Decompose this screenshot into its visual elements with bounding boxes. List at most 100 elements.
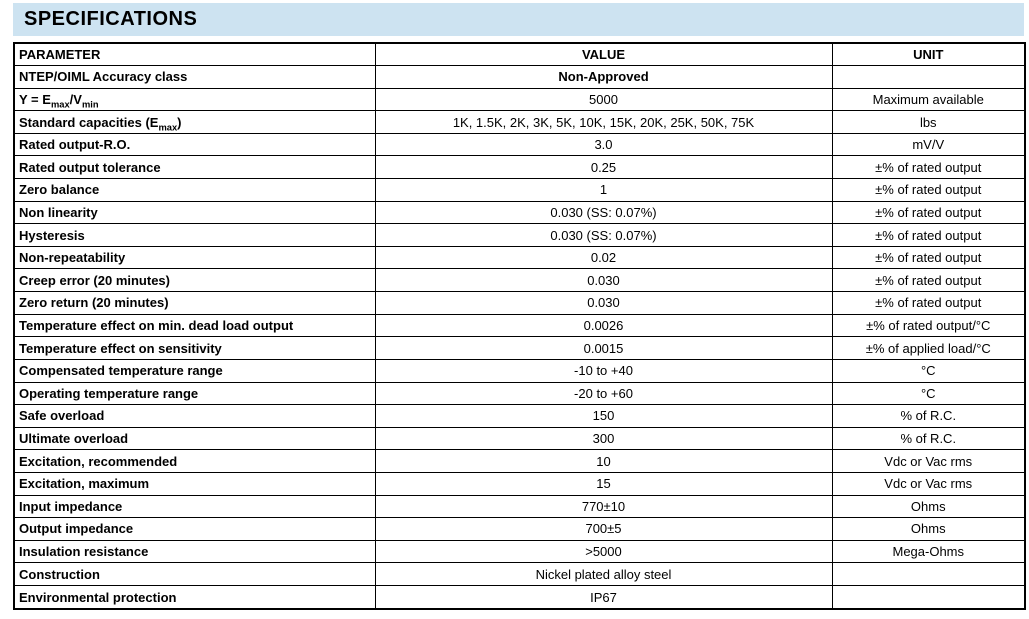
unit-cell: ±% of rated output/°C (831, 313, 1026, 338)
table-row: Temperature effect on min. dead load out… (13, 313, 1026, 338)
table-row: Construction Nickel plated alloy steel (13, 562, 1026, 587)
unit-cell: Maximum available (831, 87, 1026, 112)
parameter-cell: Construction (13, 562, 376, 587)
parameter-cell: Environmental protection (13, 585, 376, 610)
table-row: Rated output tolerance 0.25 ±% of rated … (13, 155, 1026, 180)
parameter-cell: Input impedance (13, 494, 376, 519)
parameter-cell: Excitation, maximum (13, 471, 376, 496)
value-cell: 770±10 (374, 494, 833, 519)
unit-cell: °C (831, 381, 1026, 406)
value-cell: 0.030 (SS: 0.07%) (374, 223, 833, 247)
value-cell: 0.030 (374, 291, 833, 315)
parameter-cell: Temperature effect on sensitivity (13, 336, 376, 360)
unit-cell: ±% of rated output (831, 155, 1026, 180)
table-row: Excitation, recommended 10 Vdc or Vac rm… (13, 449, 1026, 473)
unit-cell: ±% of rated output (831, 245, 1026, 270)
table-row: Rated output-R.O. 3.0 mV/V (13, 132, 1026, 157)
unit-cell: ±% of rated output (831, 291, 1026, 315)
title-band: SPECIFICATIONS (13, 3, 1024, 36)
parameter-cell: Compensated temperature range (13, 358, 376, 383)
parameter-cell: Temperature effect on min. dead load out… (13, 313, 376, 338)
value-cell: >5000 (374, 539, 833, 564)
unit-cell: ±% of rated output (831, 178, 1026, 202)
table-row: Input impedance 770±10 Ohms (13, 494, 1026, 519)
unit-cell: Mega-Ohms (831, 539, 1026, 564)
value-cell: Non-Approved (374, 65, 833, 89)
table-row: Compensated temperature range -10 to +40… (13, 358, 1026, 383)
value-cell: -20 to +60 (374, 381, 833, 406)
parameter-cell: Rated output tolerance (13, 155, 376, 180)
unit-cell: Ohms (831, 517, 1026, 541)
table-row: Y = Emax/Vmin 5000 Maximum available (13, 87, 1026, 112)
value-cell: 0.0026 (374, 313, 833, 338)
table-row: Temperature effect on sensitivity 0.0015… (13, 336, 1026, 360)
unit-cell: ±% of applied load/°C (831, 336, 1026, 360)
parameter-cell: NTEP/OIML Accuracy class (13, 65, 376, 89)
parameter-cell: Rated output-R.O. (13, 132, 376, 157)
parameter-cell: Zero return (20 minutes) (13, 291, 376, 315)
unit-cell: Vdc or Vac rms (831, 471, 1026, 496)
value-cell: 15 (374, 471, 833, 496)
parameter-cell: Standard capacities (Emax) (13, 110, 376, 134)
table-row: Creep error (20 minutes) 0.030 ±% of rat… (13, 268, 1026, 293)
table-row: Non linearity 0.030 (SS: 0.07%) ±% of ra… (13, 200, 1026, 225)
table-row: Ultimate overload 300 % of R.C. (13, 426, 1026, 451)
value-cell: 1K, 1.5K, 2K, 3K, 5K, 10K, 15K, 20K, 25K… (374, 110, 833, 134)
table-row: Excitation, maximum 15 Vdc or Vac rms (13, 471, 1026, 496)
spec-table-body: NTEP/OIML Accuracy class Non-Approved Y … (13, 65, 1026, 610)
value-cell: 0.030 (374, 268, 833, 293)
page-title: SPECIFICATIONS (24, 8, 198, 30)
specifications-table: PARAMETER VALUE UNIT NTEP/OIML Accuracy … (13, 42, 1026, 610)
unit-cell: ±% of rated output (831, 200, 1026, 225)
table-row: Environmental protection IP67 (13, 585, 1026, 610)
value-cell: -10 to +40 (374, 358, 833, 383)
table-row: Hysteresis 0.030 (SS: 0.07%) ±% of rated… (13, 223, 1026, 247)
unit-cell: % of R.C. (831, 404, 1026, 428)
parameter-cell: Safe overload (13, 404, 376, 428)
parameter-cell: Output impedance (13, 517, 376, 541)
unit-cell: °C (831, 358, 1026, 383)
value-cell: IP67 (374, 585, 833, 610)
value-cell: 0.030 (SS: 0.07%) (374, 200, 833, 225)
parameter-cell: Operating temperature range (13, 381, 376, 406)
value-cell: 0.25 (374, 155, 833, 180)
column-header-parameter: PARAMETER (13, 42, 376, 66)
column-header-value: VALUE (374, 42, 833, 66)
table-row: NTEP/OIML Accuracy class Non-Approved (13, 65, 1026, 89)
column-header-unit: UNIT (831, 42, 1026, 66)
table-row: Safe overload 150 % of R.C. (13, 404, 1026, 428)
value-cell: Nickel plated alloy steel (374, 562, 833, 587)
table-header-row: PARAMETER VALUE UNIT (13, 42, 1026, 66)
table-row: Non-repeatability 0.02 ±% of rated outpu… (13, 245, 1026, 270)
value-cell: 0.0015 (374, 336, 833, 360)
parameter-cell: Zero balance (13, 178, 376, 202)
unit-cell (831, 562, 1026, 587)
unit-cell: ±% of rated output (831, 268, 1026, 293)
parameter-cell: Non linearity (13, 200, 376, 225)
unit-cell: Ohms (831, 494, 1026, 519)
unit-cell: Vdc or Vac rms (831, 449, 1026, 473)
value-cell: 700±5 (374, 517, 833, 541)
value-cell: 150 (374, 404, 833, 428)
value-cell: 10 (374, 449, 833, 473)
parameter-cell: Non-repeatability (13, 245, 376, 270)
unit-cell: ±% of rated output (831, 223, 1026, 247)
parameter-cell: Excitation, recommended (13, 449, 376, 473)
unit-cell (831, 585, 1026, 610)
parameter-cell: Insulation resistance (13, 539, 376, 564)
table-row: Zero balance 1 ±% of rated output (13, 178, 1026, 202)
value-cell: 0.02 (374, 245, 833, 270)
value-cell: 5000 (374, 87, 833, 112)
parameter-cell: Hysteresis (13, 223, 376, 247)
value-cell: 300 (374, 426, 833, 451)
parameter-cell: Creep error (20 minutes) (13, 268, 376, 293)
table-row: Zero return (20 minutes) 0.030 ±% of rat… (13, 291, 1026, 315)
table-row: Output impedance 700±5 Ohms (13, 517, 1026, 541)
unit-cell: % of R.C. (831, 426, 1026, 451)
unit-cell: mV/V (831, 132, 1026, 157)
value-cell: 3.0 (374, 132, 833, 157)
table-row: Standard capacities (Emax) 1K, 1.5K, 2K,… (13, 110, 1026, 134)
table-row: Insulation resistance >5000 Mega-Ohms (13, 539, 1026, 564)
unit-cell (831, 65, 1026, 89)
table-row: Operating temperature range -20 to +60 °… (13, 381, 1026, 406)
